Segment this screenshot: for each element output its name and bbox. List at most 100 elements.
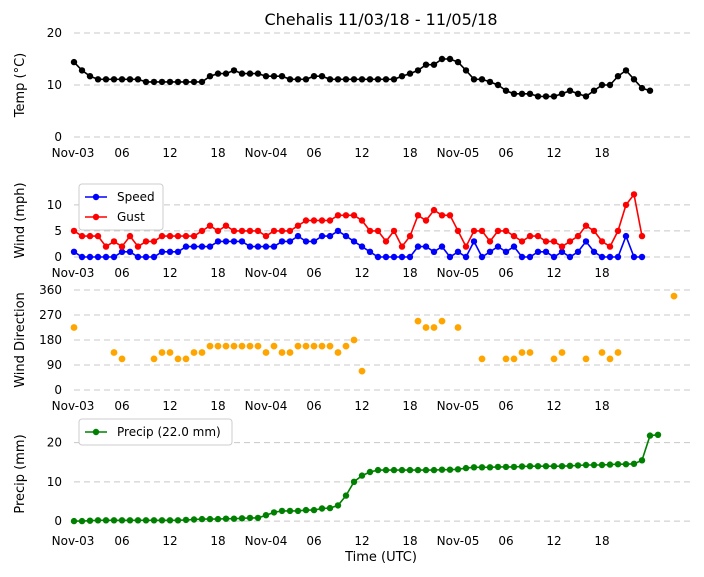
data-point	[214, 342, 222, 350]
data-point	[430, 248, 438, 255]
y-tick-label: 10	[47, 475, 62, 489]
data-point	[382, 76, 390, 83]
data-point	[150, 253, 158, 261]
data-point	[454, 248, 462, 255]
data-point	[342, 212, 350, 219]
data-point	[374, 466, 382, 474]
data-point	[558, 243, 566, 250]
x-tick-label: 06	[306, 399, 321, 413]
data-point	[374, 227, 382, 235]
data-point	[462, 464, 470, 472]
data-point	[238, 515, 246, 522]
data-point	[670, 292, 678, 300]
data-point	[150, 78, 158, 86]
data-point	[86, 253, 94, 261]
x-tick-label: 12	[546, 146, 561, 160]
data-point	[262, 232, 270, 240]
data-point	[478, 76, 486, 83]
data-point	[582, 238, 590, 245]
y-tick-label: 180	[39, 333, 62, 347]
data-point	[174, 355, 182, 363]
x-tick-label: Nov-03	[52, 146, 95, 160]
x-tick-label: Nov-04	[245, 399, 288, 413]
x-tick-label: 18	[210, 266, 225, 280]
x-tick-label: 12	[162, 399, 177, 413]
data-point	[102, 76, 110, 83]
legend-box	[78, 418, 233, 446]
x-tick-label: 18	[594, 399, 609, 413]
data-point	[550, 355, 558, 363]
data-point	[174, 248, 182, 255]
y-tick-label: 270	[39, 308, 62, 322]
data-point	[494, 463, 502, 471]
data-point	[262, 349, 270, 356]
data-point	[310, 506, 318, 514]
data-point	[438, 466, 446, 473]
figure-title: Chehalis 11/03/18 - 11/05/18	[264, 10, 497, 29]
panel-2: 0 90 180 270 360 Wind Direction Nov-03 06 12 18 No…	[13, 283, 690, 413]
data-point	[190, 78, 198, 86]
y-tick-label: 20	[47, 436, 62, 450]
series-0	[70, 431, 662, 525]
data-point	[606, 81, 614, 89]
data-point	[486, 464, 494, 471]
data-point	[182, 78, 190, 86]
data-point	[78, 517, 86, 525]
data-point	[174, 517, 182, 524]
x-tick-label: Nov-04	[245, 146, 288, 160]
data-point	[606, 355, 614, 363]
data-point	[358, 367, 366, 375]
data-point	[94, 76, 102, 83]
data-point	[614, 227, 622, 235]
data-point	[342, 232, 350, 240]
x-tick-label: 12	[354, 399, 369, 413]
data-point	[150, 355, 158, 363]
data-point	[590, 461, 598, 469]
data-point	[262, 73, 270, 80]
data-point	[166, 349, 174, 356]
data-point	[598, 81, 606, 89]
data-point	[198, 227, 206, 235]
data-point	[366, 227, 374, 235]
data-point	[638, 84, 646, 92]
data-point	[430, 61, 438, 68]
data-point	[414, 243, 422, 250]
data-point	[414, 212, 422, 219]
data-point	[254, 243, 262, 250]
data-point	[422, 217, 430, 224]
data-point	[262, 512, 270, 519]
data-point	[550, 93, 558, 100]
data-point	[182, 355, 190, 363]
data-point	[438, 243, 446, 250]
data-point	[382, 253, 390, 261]
data-point	[414, 67, 422, 74]
data-point	[582, 93, 590, 100]
data-point	[270, 243, 278, 250]
data-point	[454, 324, 462, 331]
data-point	[574, 248, 582, 255]
data-point	[318, 73, 326, 80]
x-tick-label: 18	[210, 399, 225, 413]
y-tick-label: 90	[47, 358, 62, 372]
data-point	[206, 222, 214, 229]
x-tick-label: Nov-03	[52, 266, 95, 280]
data-point	[350, 76, 358, 83]
data-point	[630, 76, 638, 83]
x-tick-label: Nov-05	[437, 399, 480, 413]
x-tick-label: Nov-05	[437, 146, 480, 160]
data-point	[302, 342, 310, 350]
x-tick-label: 12	[162, 534, 177, 548]
data-point	[206, 243, 214, 250]
data-point	[326, 217, 334, 224]
data-point	[510, 232, 518, 240]
data-point	[142, 517, 150, 524]
data-point	[390, 76, 398, 83]
data-point	[190, 349, 198, 356]
data-point	[510, 355, 518, 363]
data-point	[238, 70, 246, 77]
y-tick-label: 0	[54, 514, 62, 528]
data-point	[590, 248, 598, 255]
data-point	[494, 81, 502, 89]
data-point	[582, 355, 590, 363]
